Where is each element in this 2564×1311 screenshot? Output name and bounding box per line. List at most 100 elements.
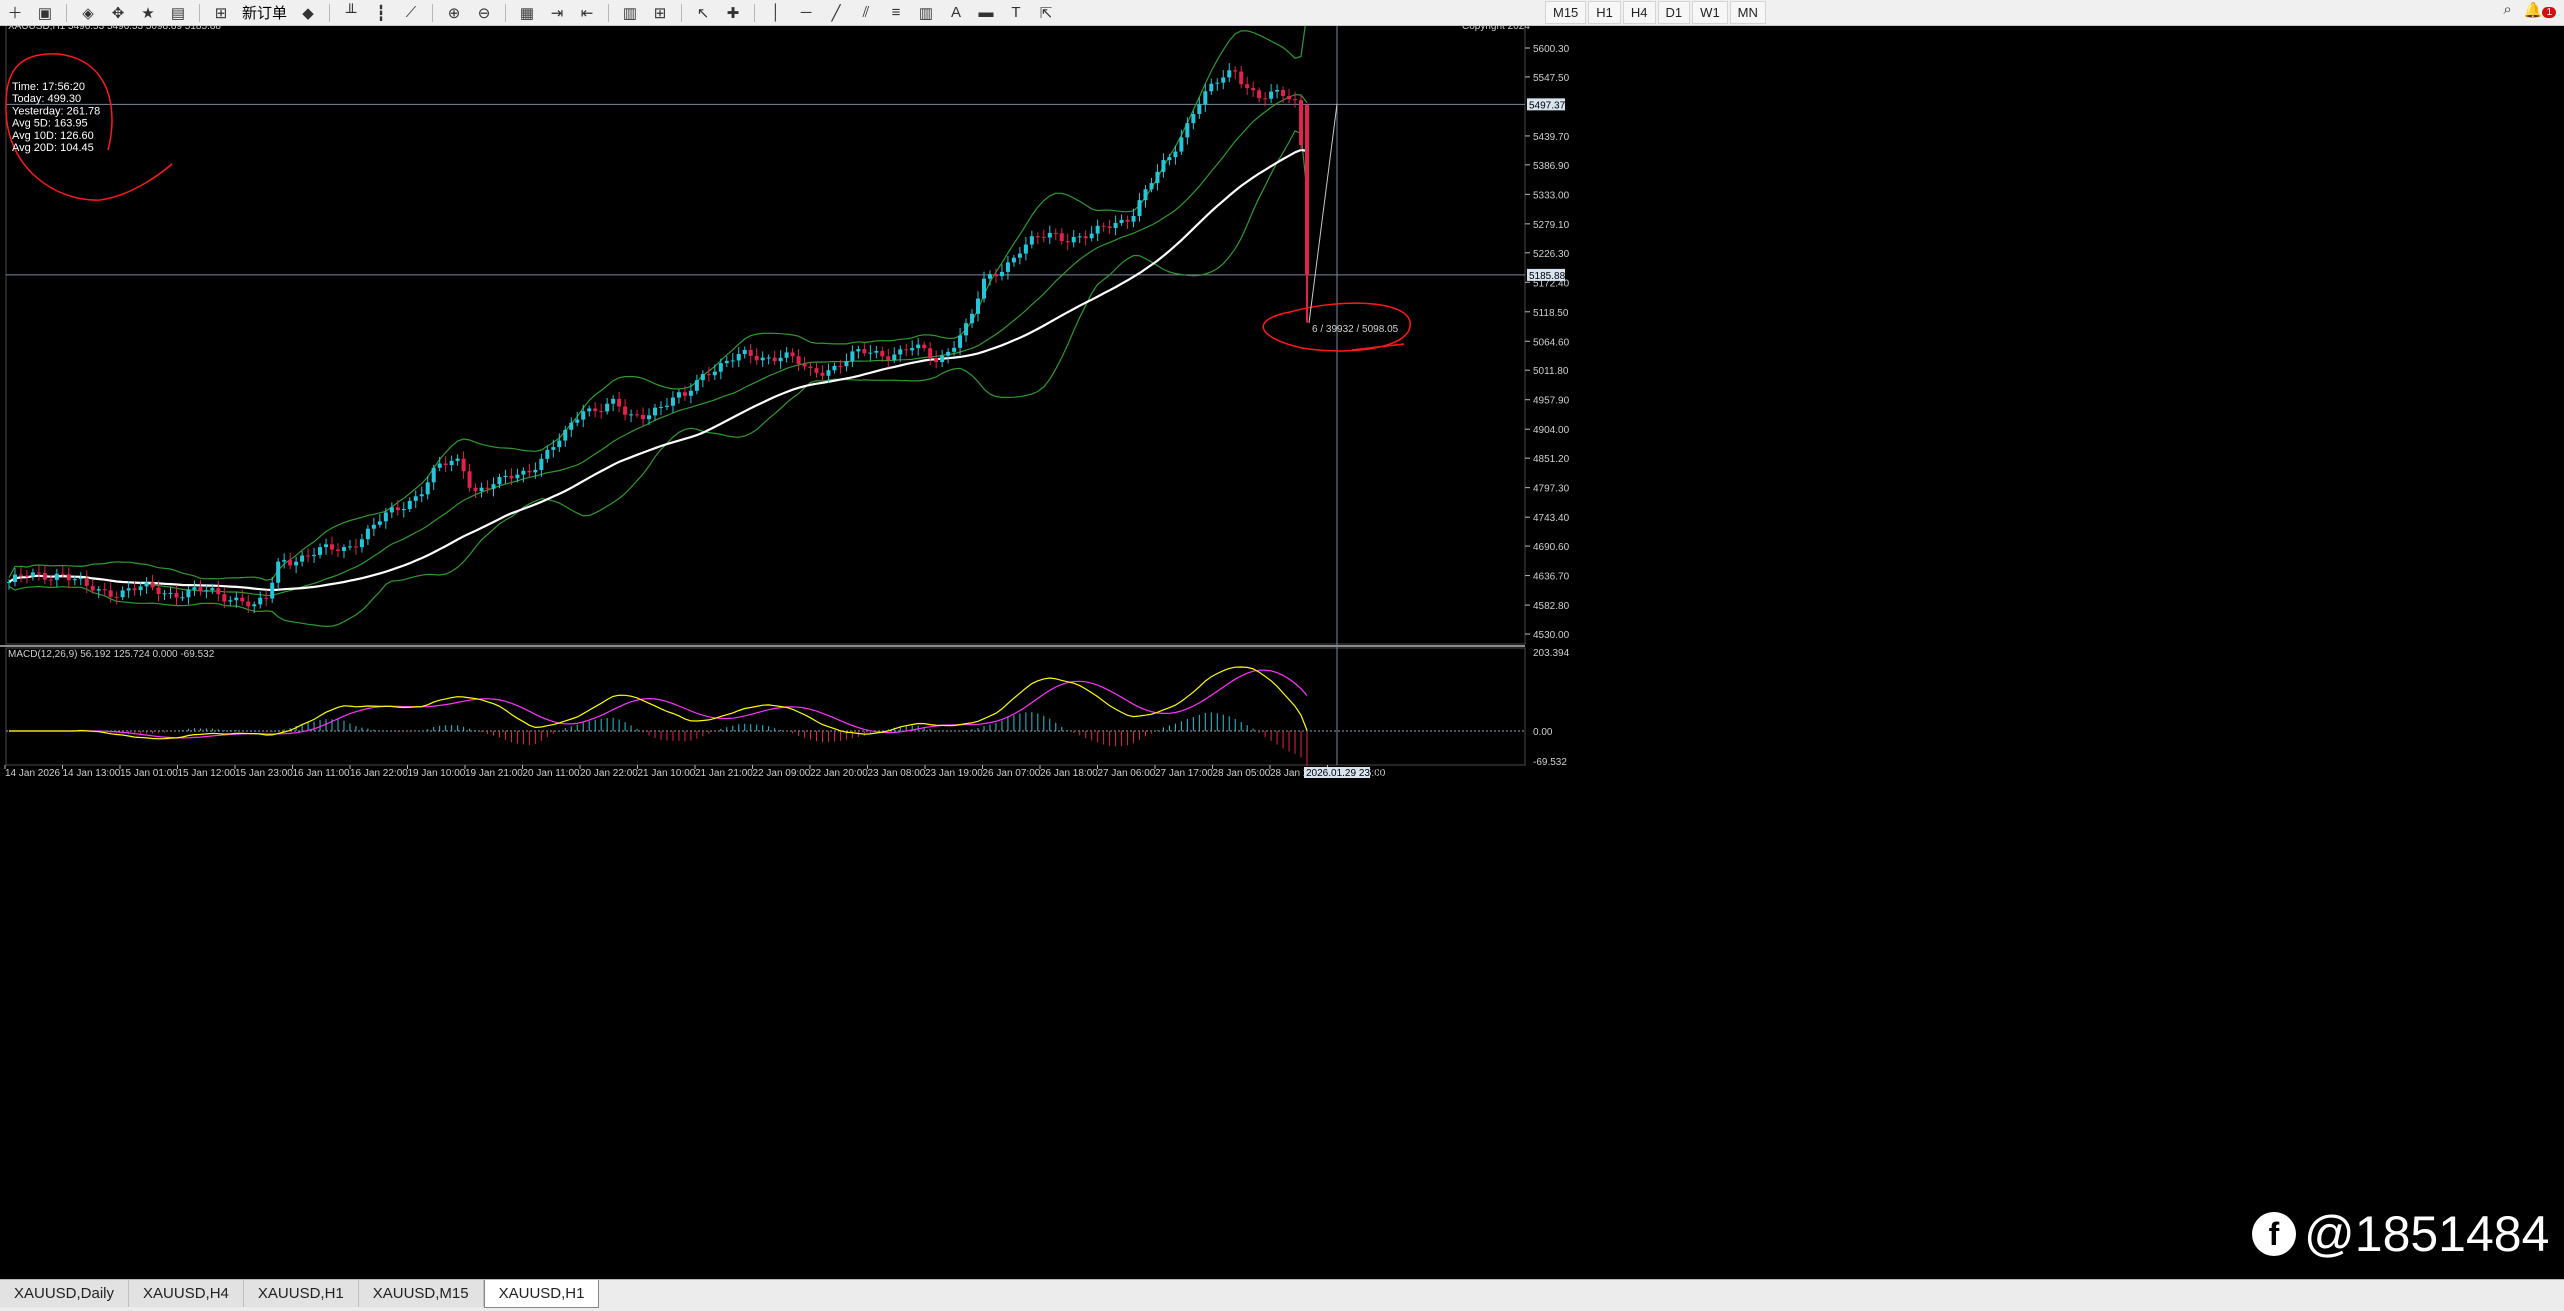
text-label-icon[interactable]: T [1011, 4, 1021, 21]
line-chart-icon[interactable]: ⟋ [405, 4, 417, 21]
trendline-icon[interactable]: ╱ [831, 4, 841, 22]
vertical-line-icon[interactable]: │ [771, 4, 781, 21]
candle-body [832, 365, 837, 371]
timeframe-button[interactable]: H1 [1588, 1, 1621, 24]
navigator-icon[interactable]: ✥ [111, 4, 125, 22]
candle-body [611, 398, 616, 404]
candle-body [1143, 189, 1148, 201]
candle-body [1059, 233, 1064, 242]
high-price-label: 5497.37 [1529, 100, 1566, 111]
tab-xauusd-h1[interactable]: XAUUSD,H1 [243, 1280, 359, 1307]
candle-body [545, 449, 550, 459]
time-tick-label: 26 Jan 18:00 [1040, 768, 1098, 779]
bollinger-middle-band [8, 93, 1308, 597]
timeframe-button[interactable]: MN [1729, 1, 1766, 24]
candle-body [341, 547, 346, 551]
horizontal-line-icon[interactable]: ─ [800, 4, 812, 21]
candle-body [126, 588, 131, 591]
candle-body [252, 604, 257, 607]
candle-body [844, 361, 849, 367]
crosshair-measure-line [1308, 103, 1338, 324]
stats-line: Time: 17:56:20 [12, 81, 85, 93]
tab-xauusd-m15[interactable]: XAUUSD,M15 [358, 1280, 484, 1307]
autoscroll-icon[interactable]: ⇥ [550, 4, 564, 22]
candle-body [922, 344, 927, 349]
tab-xauusd-h1[interactable]: XAUUSD,H1 [483, 1280, 600, 1308]
arrows-icon[interactable]: ⇱ [1039, 4, 1053, 22]
bar-chart-icon[interactable]: ╨ [345, 4, 357, 21]
time-tick-label: 28 Jan 16:00 [1270, 768, 1328, 779]
channel-icon[interactable]: ⫽ [862, 4, 870, 21]
favorites-icon[interactable]: ★ [141, 4, 155, 22]
candle-body [515, 474, 520, 479]
candle-body [371, 524, 376, 529]
timeframe-button[interactable]: D1 [1657, 1, 1691, 24]
autotrading-icon[interactable]: ◆ [302, 4, 314, 22]
time-tick-label: 19 Jan 10:00 [408, 768, 466, 779]
crosshair-date-label: 2026.01.29 23:00 [1306, 768, 1384, 779]
chart-tabs: XAUUSD,Daily XAUUSD,H4 XAUUSD,H1 XAUUSD,M15… [0, 1279, 2564, 1311]
candle-body [934, 357, 939, 362]
candle-body [347, 546, 352, 548]
profiles-icon[interactable]: ▣ [37, 4, 53, 22]
price-tick-label: 4636.70 [1533, 572, 1570, 583]
crosshair-icon[interactable]: ✚ [726, 4, 740, 22]
macd-label: MACD(12,26,9) 56.192 125.724 0.000 -69.5… [8, 649, 215, 660]
macd-scale-bottom: -69.532 [1533, 757, 1567, 768]
candle-body [904, 349, 909, 351]
timeframe-button[interactable]: M15 [1545, 1, 1587, 24]
new-chart-icon[interactable]: ＋ [7, 5, 23, 22]
rectangle-icon[interactable]: ▬ [978, 4, 994, 21]
text-icon[interactable]: A [951, 4, 962, 21]
candle-body [981, 278, 986, 299]
templates-icon[interactable]: ▥ [622, 4, 638, 22]
timeframe-button[interactable]: W1 [1692, 1, 1728, 24]
candle-body [36, 572, 41, 574]
candle-body [1263, 98, 1268, 100]
search-icon[interactable]: ⌕ [2503, 1, 2512, 18]
toolbar-divider [681, 3, 683, 22]
toolbar-right: ⌕ 🔔 1 [2503, 1, 2556, 19]
new-order-icon[interactable]: ⊞ [214, 4, 228, 22]
candle-body [778, 357, 783, 362]
cursor-icon[interactable]: ↖ [696, 4, 710, 22]
notification-bell-icon[interactable]: 🔔 1 [2524, 1, 2556, 19]
fibonacci-icon[interactable]: ≡ [891, 4, 901, 21]
candle-body [30, 572, 35, 577]
indicators-icon[interactable]: ⊞ [653, 4, 667, 22]
candle-body [300, 555, 305, 562]
market-watch-icon[interactable]: ◈ [82, 4, 94, 22]
tab-xauusd-daily[interactable]: XAUUSD,Daily [0, 1280, 130, 1307]
candle-body [539, 458, 544, 470]
candles [7, 63, 1309, 614]
stats-line: Avg 5D: 163.95 [12, 118, 88, 130]
candle-body [437, 463, 442, 468]
zoom-out-icon[interactable]: ⊖ [477, 4, 491, 22]
time-tick-label: 27 Jan 17:00 [1155, 768, 1213, 779]
candle-body [964, 323, 969, 336]
candle-body [1239, 71, 1244, 85]
price-chart[interactable]: 5600.30 5547.50 5439.70 5386.90 5333.00 5279.… [0, 26, 2564, 1279]
terminal-icon[interactable]: ▤ [170, 4, 186, 22]
chart-shift-icon[interactable]: ⇤ [580, 4, 594, 22]
tab-xauusd-h4[interactable]: XAUUSD,H4 [129, 1280, 244, 1307]
new-order-button[interactable]: 新订单 [242, 5, 288, 22]
timeframe-button[interactable]: H4 [1622, 1, 1656, 24]
candle-body [443, 463, 448, 466]
candle-body [413, 496, 418, 501]
candle-body [993, 274, 998, 277]
gann-icon[interactable]: ▥ [918, 4, 934, 22]
candle-body [521, 470, 526, 475]
candle-body [1125, 219, 1130, 222]
stats-line: Yesterday: 261.78 [12, 105, 100, 117]
macd-main-line [9, 666, 1308, 740]
annotations [5, 53, 1411, 352]
time-tick-label: 22 Jan 09:00 [753, 768, 811, 779]
copyright-label: Copyright 2024 [1462, 26, 1530, 32]
candle-body [1071, 236, 1076, 243]
zoom-in-icon[interactable]: ⊕ [447, 4, 461, 22]
candle-body [18, 574, 23, 576]
candlestick-icon[interactable]: ┇ [376, 4, 386, 22]
tile-windows-icon[interactable]: ▦ [519, 4, 535, 22]
candle-body [60, 573, 65, 575]
